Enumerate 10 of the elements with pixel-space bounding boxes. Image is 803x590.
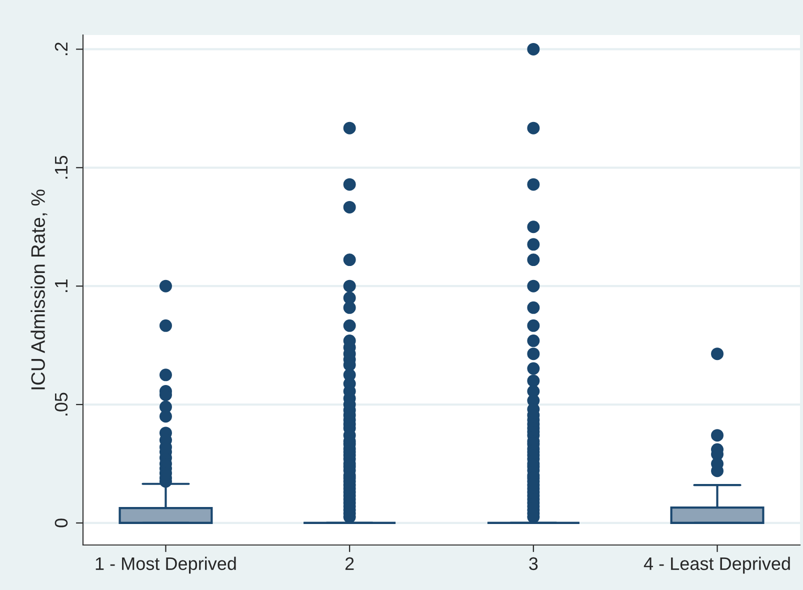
y-tick-label: .15 xyxy=(55,156,68,179)
y-tick-label: 0 xyxy=(54,518,68,528)
x-tick-label: 3 xyxy=(529,557,538,570)
x-tick-label: 2 xyxy=(345,557,354,570)
x-tick-label: 4 - Least Deprived xyxy=(644,556,790,574)
y-tick-label: .1 xyxy=(55,279,68,292)
y-tick-label: .05 xyxy=(54,392,68,416)
y-axis-title: ICU Admission Rate, % xyxy=(30,190,48,390)
x-tick-label: 1 - Most Deprived xyxy=(96,556,236,574)
y-tick-label: .2 xyxy=(54,42,68,56)
